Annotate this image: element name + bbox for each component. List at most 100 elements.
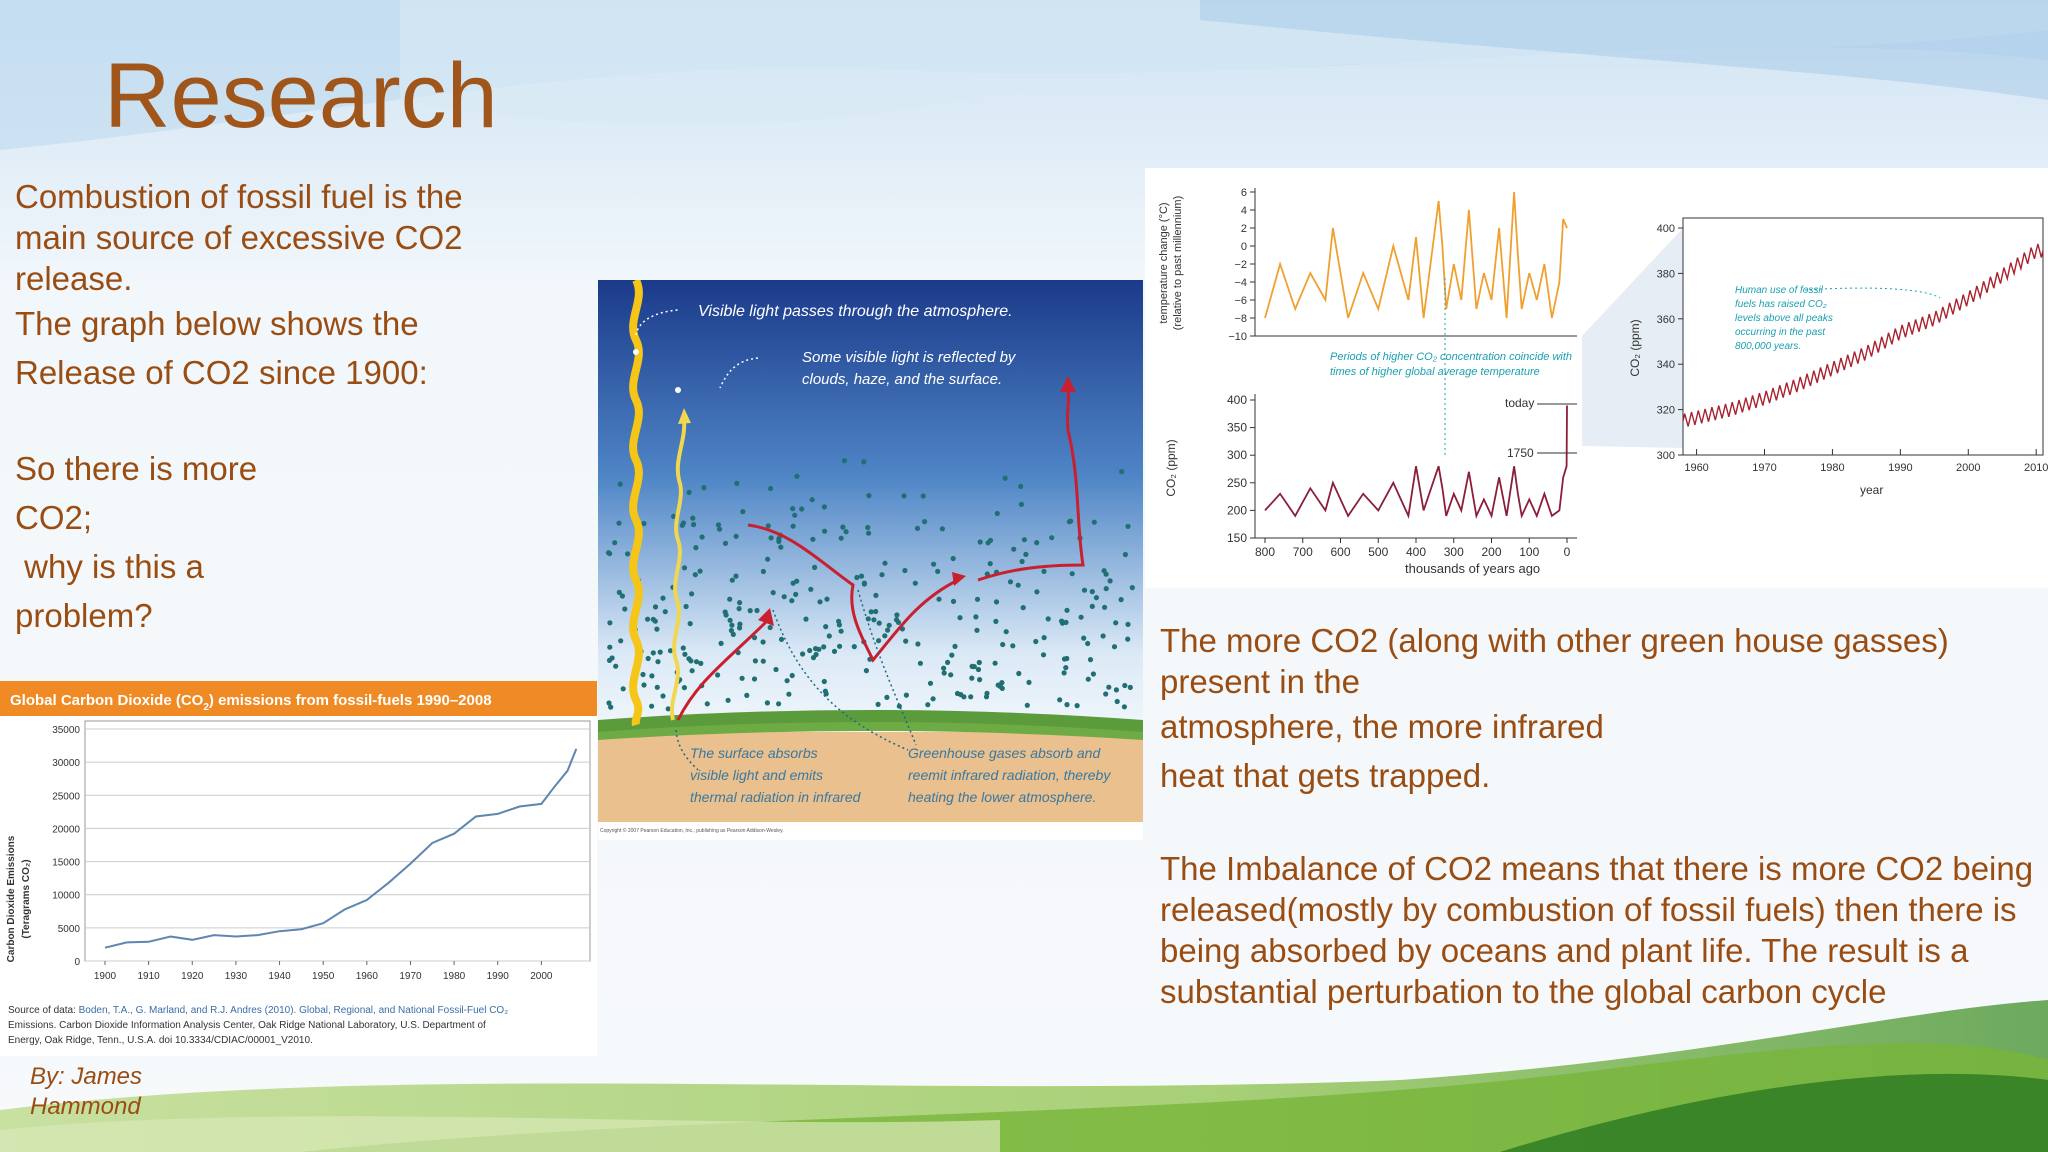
- reflected-light-label-line2: clouds, haze, and the surface.: [802, 371, 1002, 388]
- greenhouse-effect-diagram: Visible light passes through the atmosph…: [598, 278, 1143, 840]
- co2-x-tick-label: 600: [1330, 545, 1350, 559]
- co2-x-tick-label: 300: [1444, 545, 1464, 559]
- x-tick-label: 1960: [356, 971, 379, 982]
- temp-y-tick-label: −10: [1228, 331, 1247, 343]
- co2-y-tick-label: 150: [1227, 531, 1247, 545]
- reflected-light-ray-icon: [670, 419, 687, 721]
- graph-intro-line1: The graph below shows the: [15, 305, 419, 342]
- author-credit: By: James Hammond: [30, 1062, 142, 1122]
- mauna-x-tick-label: 2000: [1956, 462, 1980, 474]
- question-line1: So there is more: [15, 450, 258, 487]
- x-tick-label: 1950: [312, 971, 335, 982]
- temp-y-tick-label: 2: [1241, 223, 1247, 235]
- y-tick-label: 15000: [52, 858, 80, 869]
- chart-header-bar: [0, 681, 597, 716]
- y-tick-label: 0: [74, 957, 80, 968]
- mauna-note-line2: fuels has raised CO₂: [1735, 299, 1827, 310]
- y-tick-label: 20000: [52, 824, 80, 835]
- temp-y-tick-label: 0: [1241, 241, 1247, 253]
- correlation-note-line2: times of higher global average temperatu…: [1330, 366, 1540, 378]
- infrared-paragraph-line1: The more CO2 (along with other green hou…: [1160, 622, 1949, 700]
- surface-label-line1: The surface absorbs: [690, 745, 818, 761]
- temp-ylabel-line1: temperature change (°C): [1158, 202, 1170, 323]
- mauna-y-tick-label: 320: [1657, 405, 1675, 417]
- mauna-note-line4: occurring in the past: [1735, 327, 1826, 338]
- temperature-line: [1264, 191, 1568, 319]
- y-tick-label: 10000: [52, 891, 80, 902]
- x-tick-label: 1900: [94, 971, 117, 982]
- co2-emissions-chart: Global Carbon Dioxide (CO2) emissions fr…: [0, 681, 597, 1056]
- author-line2: Hammond: [30, 1093, 141, 1120]
- right-text-block: The more CO2 (along with other green hou…: [1160, 620, 2040, 1012]
- x-tick-label: 1940: [268, 971, 291, 982]
- chart-header: Global Carbon Dioxide (CO2) emissions fr…: [10, 692, 492, 713]
- mauna-x-tick-label: 2010: [2024, 462, 2048, 474]
- chart-ylabel-line1: Carbon Dioxide Emissions: [6, 835, 17, 962]
- mauna-x-tick-label: 1970: [1752, 462, 1776, 474]
- co2-y-tick-label: 350: [1227, 421, 1247, 435]
- temp-y-tick-label: −2: [1234, 259, 1247, 271]
- ice-core-co2-figure: temperature change (°C) (relative to pas…: [1145, 168, 2048, 588]
- greenhouse-label-line2: reemit infrared radiation, thereby: [908, 767, 1111, 783]
- y-tick-label: 25000: [52, 791, 80, 802]
- mauna-x-tick-label: 1990: [1888, 462, 1912, 474]
- chart-ylabel-line2: (Teragrams CO₂): [21, 859, 32, 938]
- mauna-x-tick-label: 1960: [1684, 462, 1708, 474]
- question-line2: CO2;: [15, 499, 93, 536]
- infrared-paragraph-line2: atmosphere, the more infrared: [1160, 708, 1604, 745]
- co2-x-tick-label: 100: [1519, 545, 1539, 559]
- mauna-plot-frame: [1682, 217, 2044, 456]
- temp-y-tick-label: 4: [1241, 205, 1247, 217]
- temp-y-tick-label: 6: [1241, 187, 1247, 199]
- mauna-y-tick-label: 360: [1657, 314, 1675, 326]
- ice-core-co2-line: [1264, 405, 1568, 520]
- mauna-y-tick-label: 380: [1657, 268, 1675, 280]
- surface-label-line3: thermal radiation in infrared: [690, 789, 862, 805]
- today-label: today: [1505, 396, 1534, 410]
- y-tick-label: 5000: [58, 924, 81, 935]
- co2-x-tick-label: 800: [1255, 545, 1275, 559]
- x-tick-label: 1980: [443, 971, 466, 982]
- temp-y-tick-label: −8: [1234, 313, 1247, 325]
- correlation-note-line1: Periods of higher CO₂ concentration coin…: [1330, 351, 1572, 363]
- co2-y-tick-label: 200: [1227, 503, 1247, 517]
- temp-ylabel-line2: (relative to past millennium): [1172, 196, 1184, 331]
- x-tick-label: 1970: [399, 971, 422, 982]
- mauna-y-tick-label: 400: [1657, 223, 1675, 235]
- greenhouse-label-line3: heating the lower atmosphere.: [908, 789, 1096, 805]
- question-line4: problem?: [15, 597, 153, 634]
- graph-intro-line2: Release of CO2 since 1900:: [15, 354, 428, 391]
- temp-y-tick-label: −4: [1234, 277, 1247, 289]
- reflected-light-label-line1: Some visible light is reflected by: [802, 349, 1017, 366]
- x-tick-label: 1990: [487, 971, 510, 982]
- y-tick-label: 35000: [52, 725, 80, 736]
- x-tick-label: 1910: [138, 971, 161, 982]
- infrared-arrow-icon: [747, 523, 959, 663]
- source-line1: Source of data: Boden, T.A., G. Marland,…: [8, 1005, 508, 1016]
- plot-frame: [84, 720, 591, 962]
- greenhouse-label-line1: Greenhouse gases absorb and: [908, 745, 1101, 761]
- mauna-ylabel: CO₂ (ppm): [1628, 319, 1642, 376]
- co2-x-tick-label: 200: [1481, 545, 1501, 559]
- mauna-loa-co2-line: [1682, 243, 2044, 427]
- temp-y-tick-label: −6: [1234, 295, 1247, 307]
- x-tick-label: 2000: [530, 971, 553, 982]
- mauna-note-line3: levels above all peaks: [1735, 313, 1833, 324]
- left-text-block: Combustion of fossil fuel is the main so…: [15, 176, 535, 640]
- imbalance-paragraph: The Imbalance of CO2 means that there is…: [1160, 850, 2034, 1010]
- question-line3: why is this a: [15, 548, 204, 585]
- co2-x-tick-label: 700: [1293, 545, 1313, 559]
- mauna-note-line5: 800,000 years.: [1735, 341, 1801, 352]
- infrared-arrow-icon: [676, 618, 770, 721]
- co2-y-tick-label: 300: [1227, 448, 1247, 462]
- sunlight-ray-icon: [629, 278, 643, 727]
- source-line2: Emissions. Carbon Dioxide Information An…: [8, 1020, 486, 1031]
- surface-label-line2: visible light and emits: [690, 767, 823, 783]
- diagram-copyright: Copyright © 2007 Pearson Education, Inc.…: [600, 827, 784, 834]
- intro-paragraph: Combustion of fossil fuel is the main so…: [15, 178, 463, 297]
- mauna-y-tick-label: 300: [1657, 450, 1675, 462]
- source-line3: Energy, Oak Ridge, Tenn., U.S.A. doi 10.…: [8, 1035, 313, 1046]
- infrared-arrow-icon: [977, 389, 1085, 582]
- infrared-paragraph-line3: heat that gets trapped.: [1160, 757, 1491, 794]
- co2-y-tick-label: 250: [1227, 476, 1247, 490]
